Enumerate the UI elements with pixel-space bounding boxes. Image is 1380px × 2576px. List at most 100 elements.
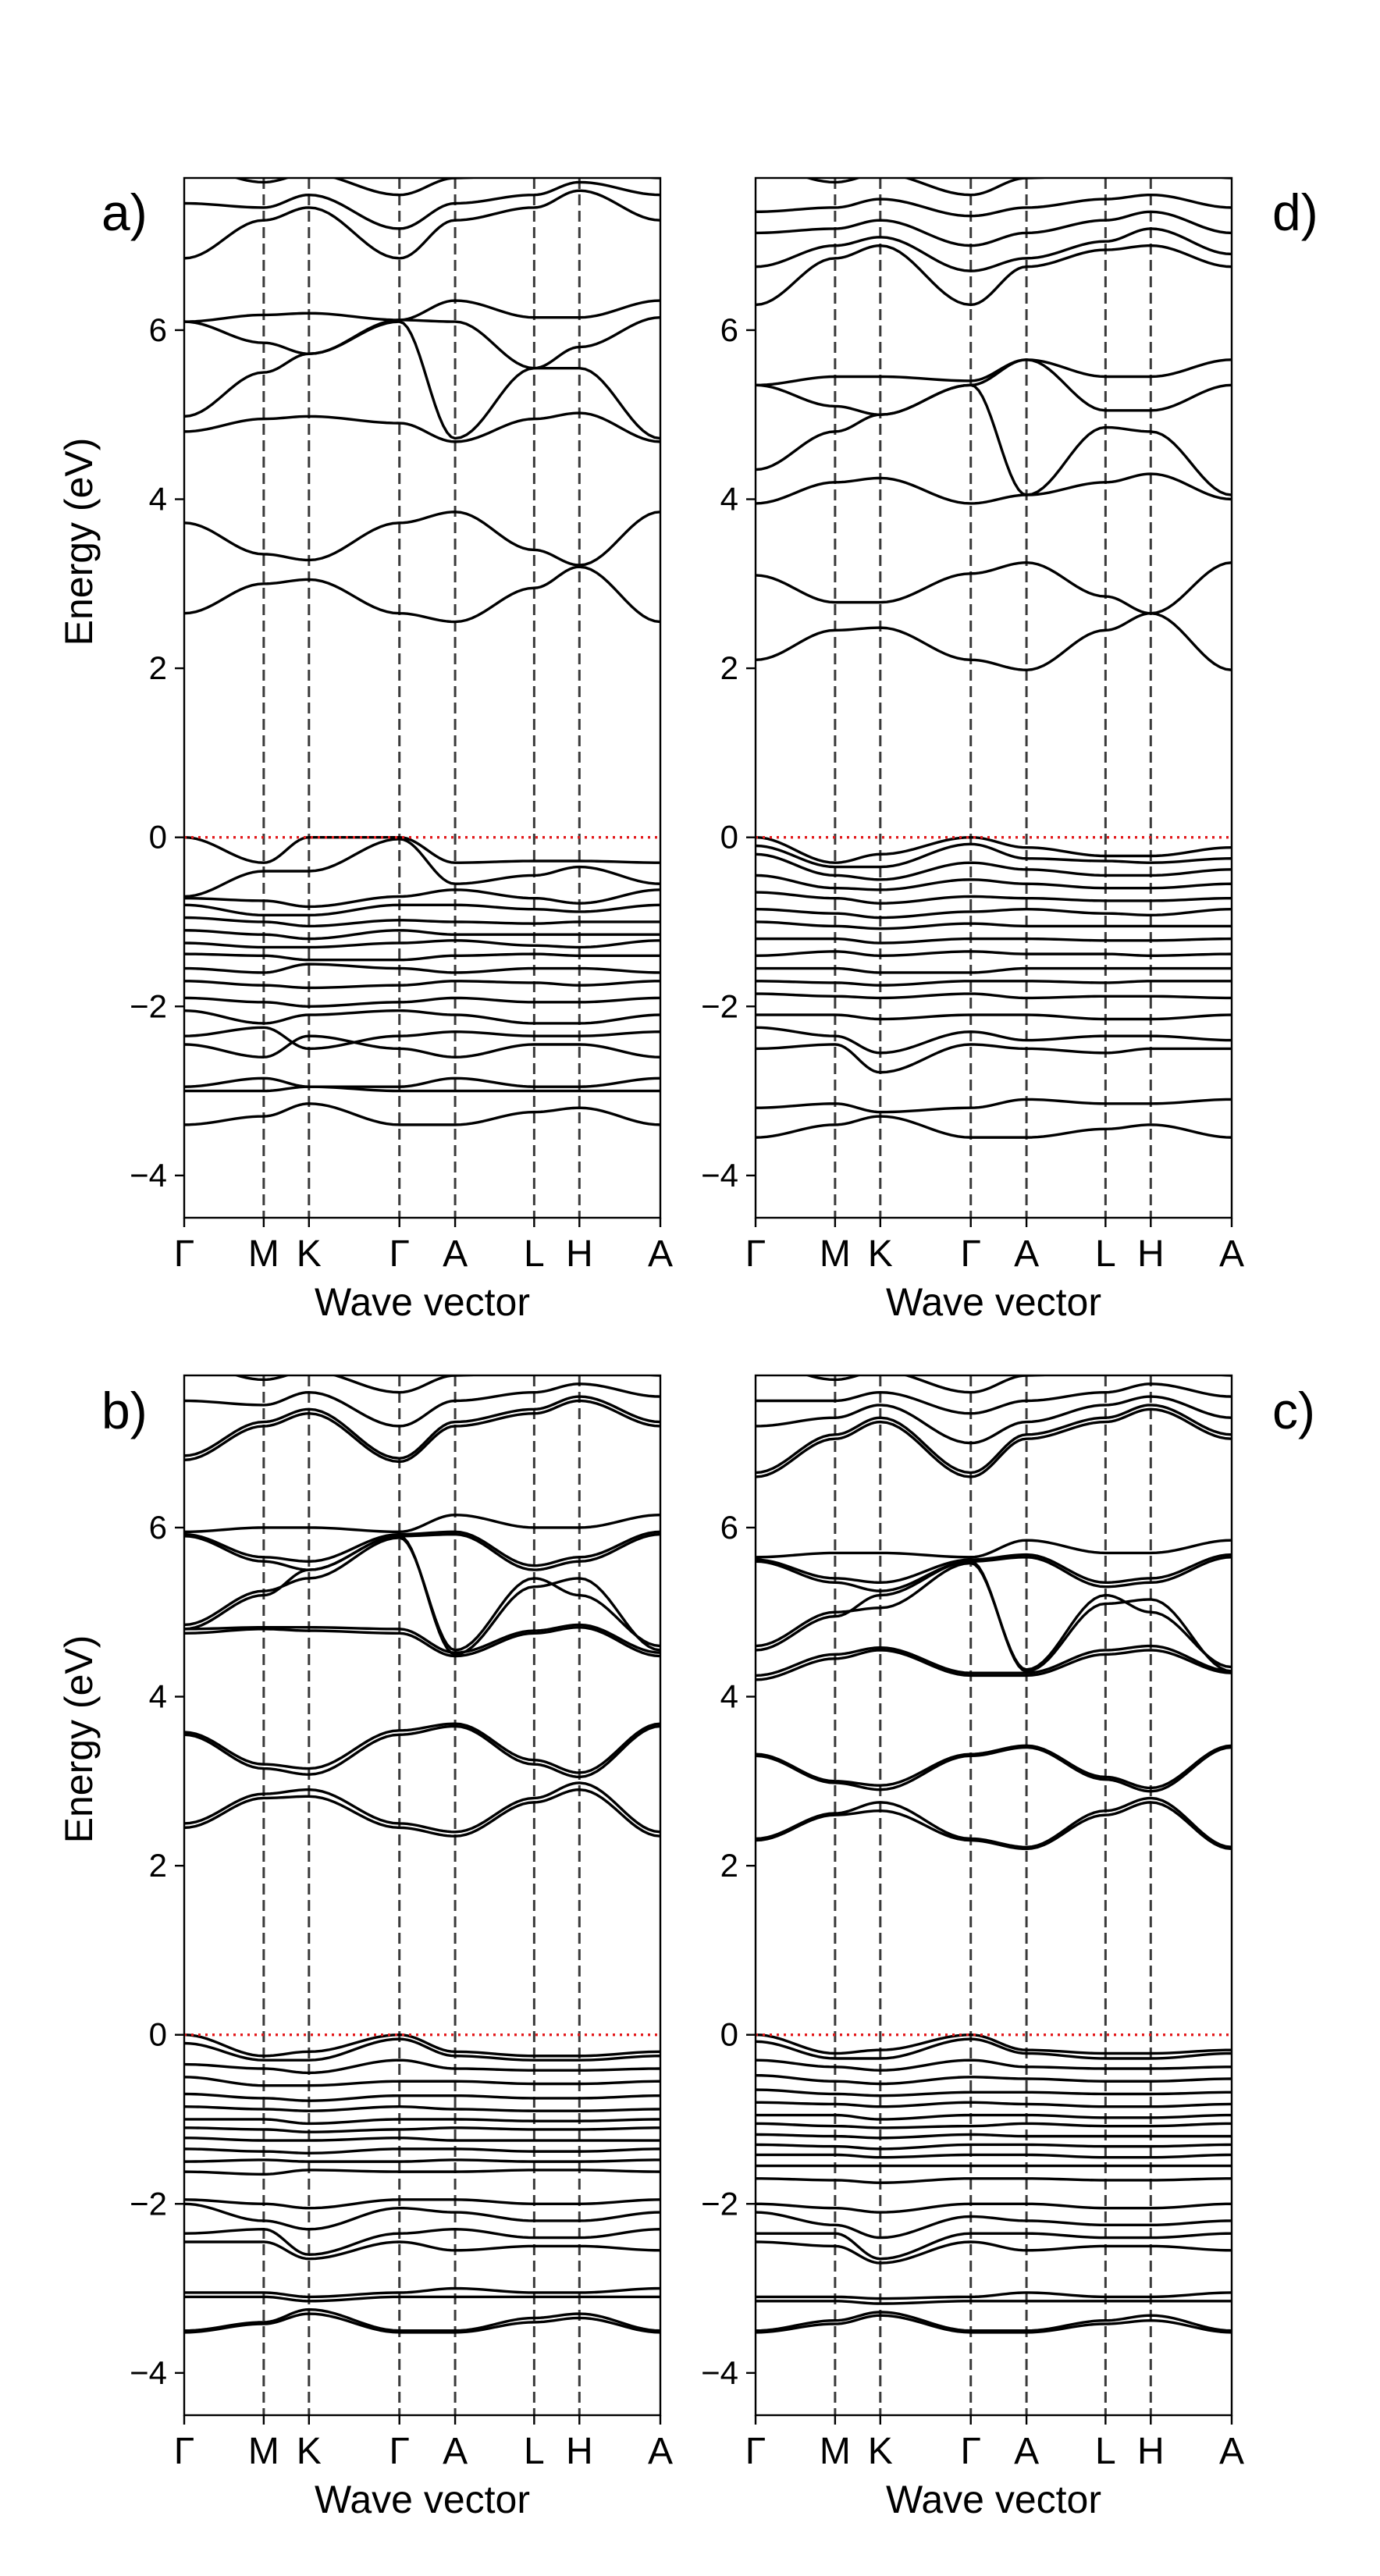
band-c-cb3	[756, 1745, 1232, 1793]
ytick-label-a-4: 4	[149, 481, 167, 518]
band-a-vb13	[184, 1026, 660, 1051]
band-c-top-edge	[804, 1375, 1232, 1394]
band-a-vb14	[184, 1034, 660, 1059]
band-d-cb9	[756, 210, 1232, 247]
band-c-cb11	[756, 1539, 1232, 1559]
ytick-label-c-1: −2	[701, 2185, 738, 2222]
band-d-cb4	[756, 383, 1232, 496]
kpoint-label-c-0: Γ	[745, 2431, 766, 2472]
band-b-cb6	[184, 1623, 660, 1654]
band-a-vb10	[184, 980, 660, 990]
ytick-label-b-2: 0	[149, 2016, 167, 2053]
band-c-cb12	[756, 1407, 1232, 1478]
band-a-cb4	[184, 320, 660, 440]
band-b-vb2	[184, 2037, 660, 2062]
band-c-vb15	[756, 2211, 1232, 2240]
ylabel-a: Energy (eV)	[57, 438, 101, 646]
band-c-cb13	[756, 1404, 1232, 1475]
ylabel-b: Energy (eV)	[57, 1635, 101, 1844]
band-b-cb2	[184, 1781, 660, 1834]
band-b-vb1	[184, 2033, 660, 2058]
band-a-cb3	[184, 411, 660, 443]
plot-frame-c	[754, 1374, 1233, 2417]
kpoint-label-c-6: H	[1137, 2431, 1165, 2472]
band-b-cb14	[184, 1382, 660, 1428]
band-b-cb5	[184, 1626, 660, 1658]
band-d-vb1	[756, 835, 1232, 864]
ytick-label-d-0: −4	[701, 1157, 738, 1194]
band-a-vb12	[184, 1009, 660, 1025]
xlabel-b: Wave vector	[315, 2478, 530, 2521]
band-d-vb13	[756, 1013, 1232, 1021]
kpoint-label-d-5: L	[1095, 1233, 1116, 1275]
ytick-label-c-0: −4	[701, 2354, 738, 2391]
band-a-top-edge	[233, 178, 660, 197]
band-a-cb6	[184, 299, 660, 323]
kpoint-label-b-7: A	[648, 2431, 673, 2472]
ytick-label-d-5: 6	[720, 311, 738, 348]
band-d-vb11	[756, 980, 1232, 987]
plot-frame-b	[183, 1374, 662, 2417]
band-a-vb7	[184, 939, 660, 949]
ytick-label-c-3: 2	[720, 1847, 738, 1884]
band-c-vb16	[756, 2232, 1232, 2261]
ytick-label-c-4: 4	[720, 1678, 738, 1715]
panel-label-a: a)	[101, 183, 148, 241]
band-d-cb7	[756, 244, 1232, 307]
band-a-cb8	[184, 180, 660, 230]
band-b-vb17	[184, 2286, 660, 2299]
band-c-cb10	[756, 1553, 1232, 1585]
band-b-vb11	[184, 2158, 660, 2163]
kpoint-label-d-2: K	[868, 1233, 893, 1275]
bands-c	[756, 1375, 1232, 2334]
band-b-vb3	[184, 2058, 660, 2075]
band-c-cb14	[756, 1395, 1232, 1445]
band-a-cb1	[184, 565, 660, 624]
ytick-label-a-1: −2	[130, 987, 167, 1024]
ytick-label-c-5: 6	[720, 1509, 738, 1546]
band-b-cb13	[184, 1395, 660, 1460]
band-d-cb8	[756, 227, 1232, 272]
kpoint-label-d-7: A	[1219, 1233, 1244, 1275]
band-b-vb10	[184, 2147, 660, 2154]
band-b-cb11	[184, 1513, 660, 1534]
band-c-vb8	[756, 2122, 1232, 2129]
ytick-label-c-2: 0	[720, 2016, 738, 2053]
band-d-cb2	[756, 561, 1232, 615]
ytick-label-a-3: 2	[149, 649, 167, 686]
band-d-cb3	[756, 472, 1232, 505]
band-b-cb10	[184, 1530, 660, 1567]
band-d-cb1	[756, 612, 1232, 671]
band-c-vb7	[756, 2113, 1232, 2121]
ytick-label-a-2: 0	[149, 819, 167, 856]
band-a-vb1	[184, 835, 660, 864]
band-a-vb9	[184, 962, 660, 974]
kpoint-label-b-0: Γ	[174, 2431, 194, 2472]
band-d-vb5	[756, 891, 1232, 905]
kpoint-label-d-1: M	[820, 1233, 851, 1275]
band-b-vb9	[184, 2137, 660, 2142]
band-c-vb1	[756, 2033, 1232, 2055]
ytick-label-d-2: 0	[720, 819, 738, 856]
ytick-label-d-1: −2	[701, 987, 738, 1024]
band-d-vb6	[756, 908, 1232, 920]
band-c-vb20	[756, 2311, 1232, 2332]
band-b-vb15	[184, 2228, 660, 2256]
band-c-vb9	[756, 2133, 1232, 2140]
ytick-label-b-4: 4	[149, 1678, 167, 1715]
band-b-cb12	[184, 1399, 660, 1464]
band-b-vb20	[184, 2312, 660, 2334]
band-c-vb5	[756, 2088, 1232, 2097]
band-c-cb5	[756, 1649, 1232, 1681]
band-d-vb7	[756, 920, 1232, 930]
band-b-vb12	[184, 2169, 660, 2176]
kpoint-label-b-2: K	[297, 2431, 322, 2472]
band-d-vb15	[756, 1043, 1232, 1074]
band-d-top-edge	[804, 178, 1232, 197]
panel-label-d: d)	[1272, 183, 1318, 241]
band-d-vb16	[756, 1098, 1232, 1114]
